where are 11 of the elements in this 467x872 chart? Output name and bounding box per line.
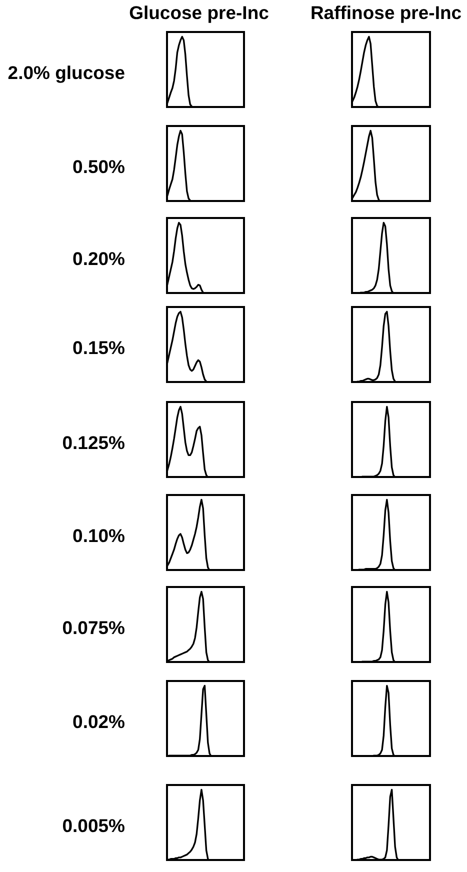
y-axis-title: 0.075% xyxy=(61,617,125,638)
y-axis-title: 0.15% xyxy=(72,337,125,358)
y-axis-title: 0.125% xyxy=(61,432,125,453)
y-axis-title: 2.0% glucose xyxy=(6,62,125,83)
y-axis-title: 0.50% xyxy=(72,156,125,177)
y-axis-title: 0.005% xyxy=(61,815,125,836)
y-axis-title: 0.02% xyxy=(72,711,125,732)
chart-title: Glucose pre-Inc xyxy=(129,2,269,23)
y-axis-title: 0.10% xyxy=(72,525,125,546)
chart-title: Raffinose pre-Inc xyxy=(310,2,462,23)
y-axis-title: 0.20% xyxy=(72,248,125,269)
